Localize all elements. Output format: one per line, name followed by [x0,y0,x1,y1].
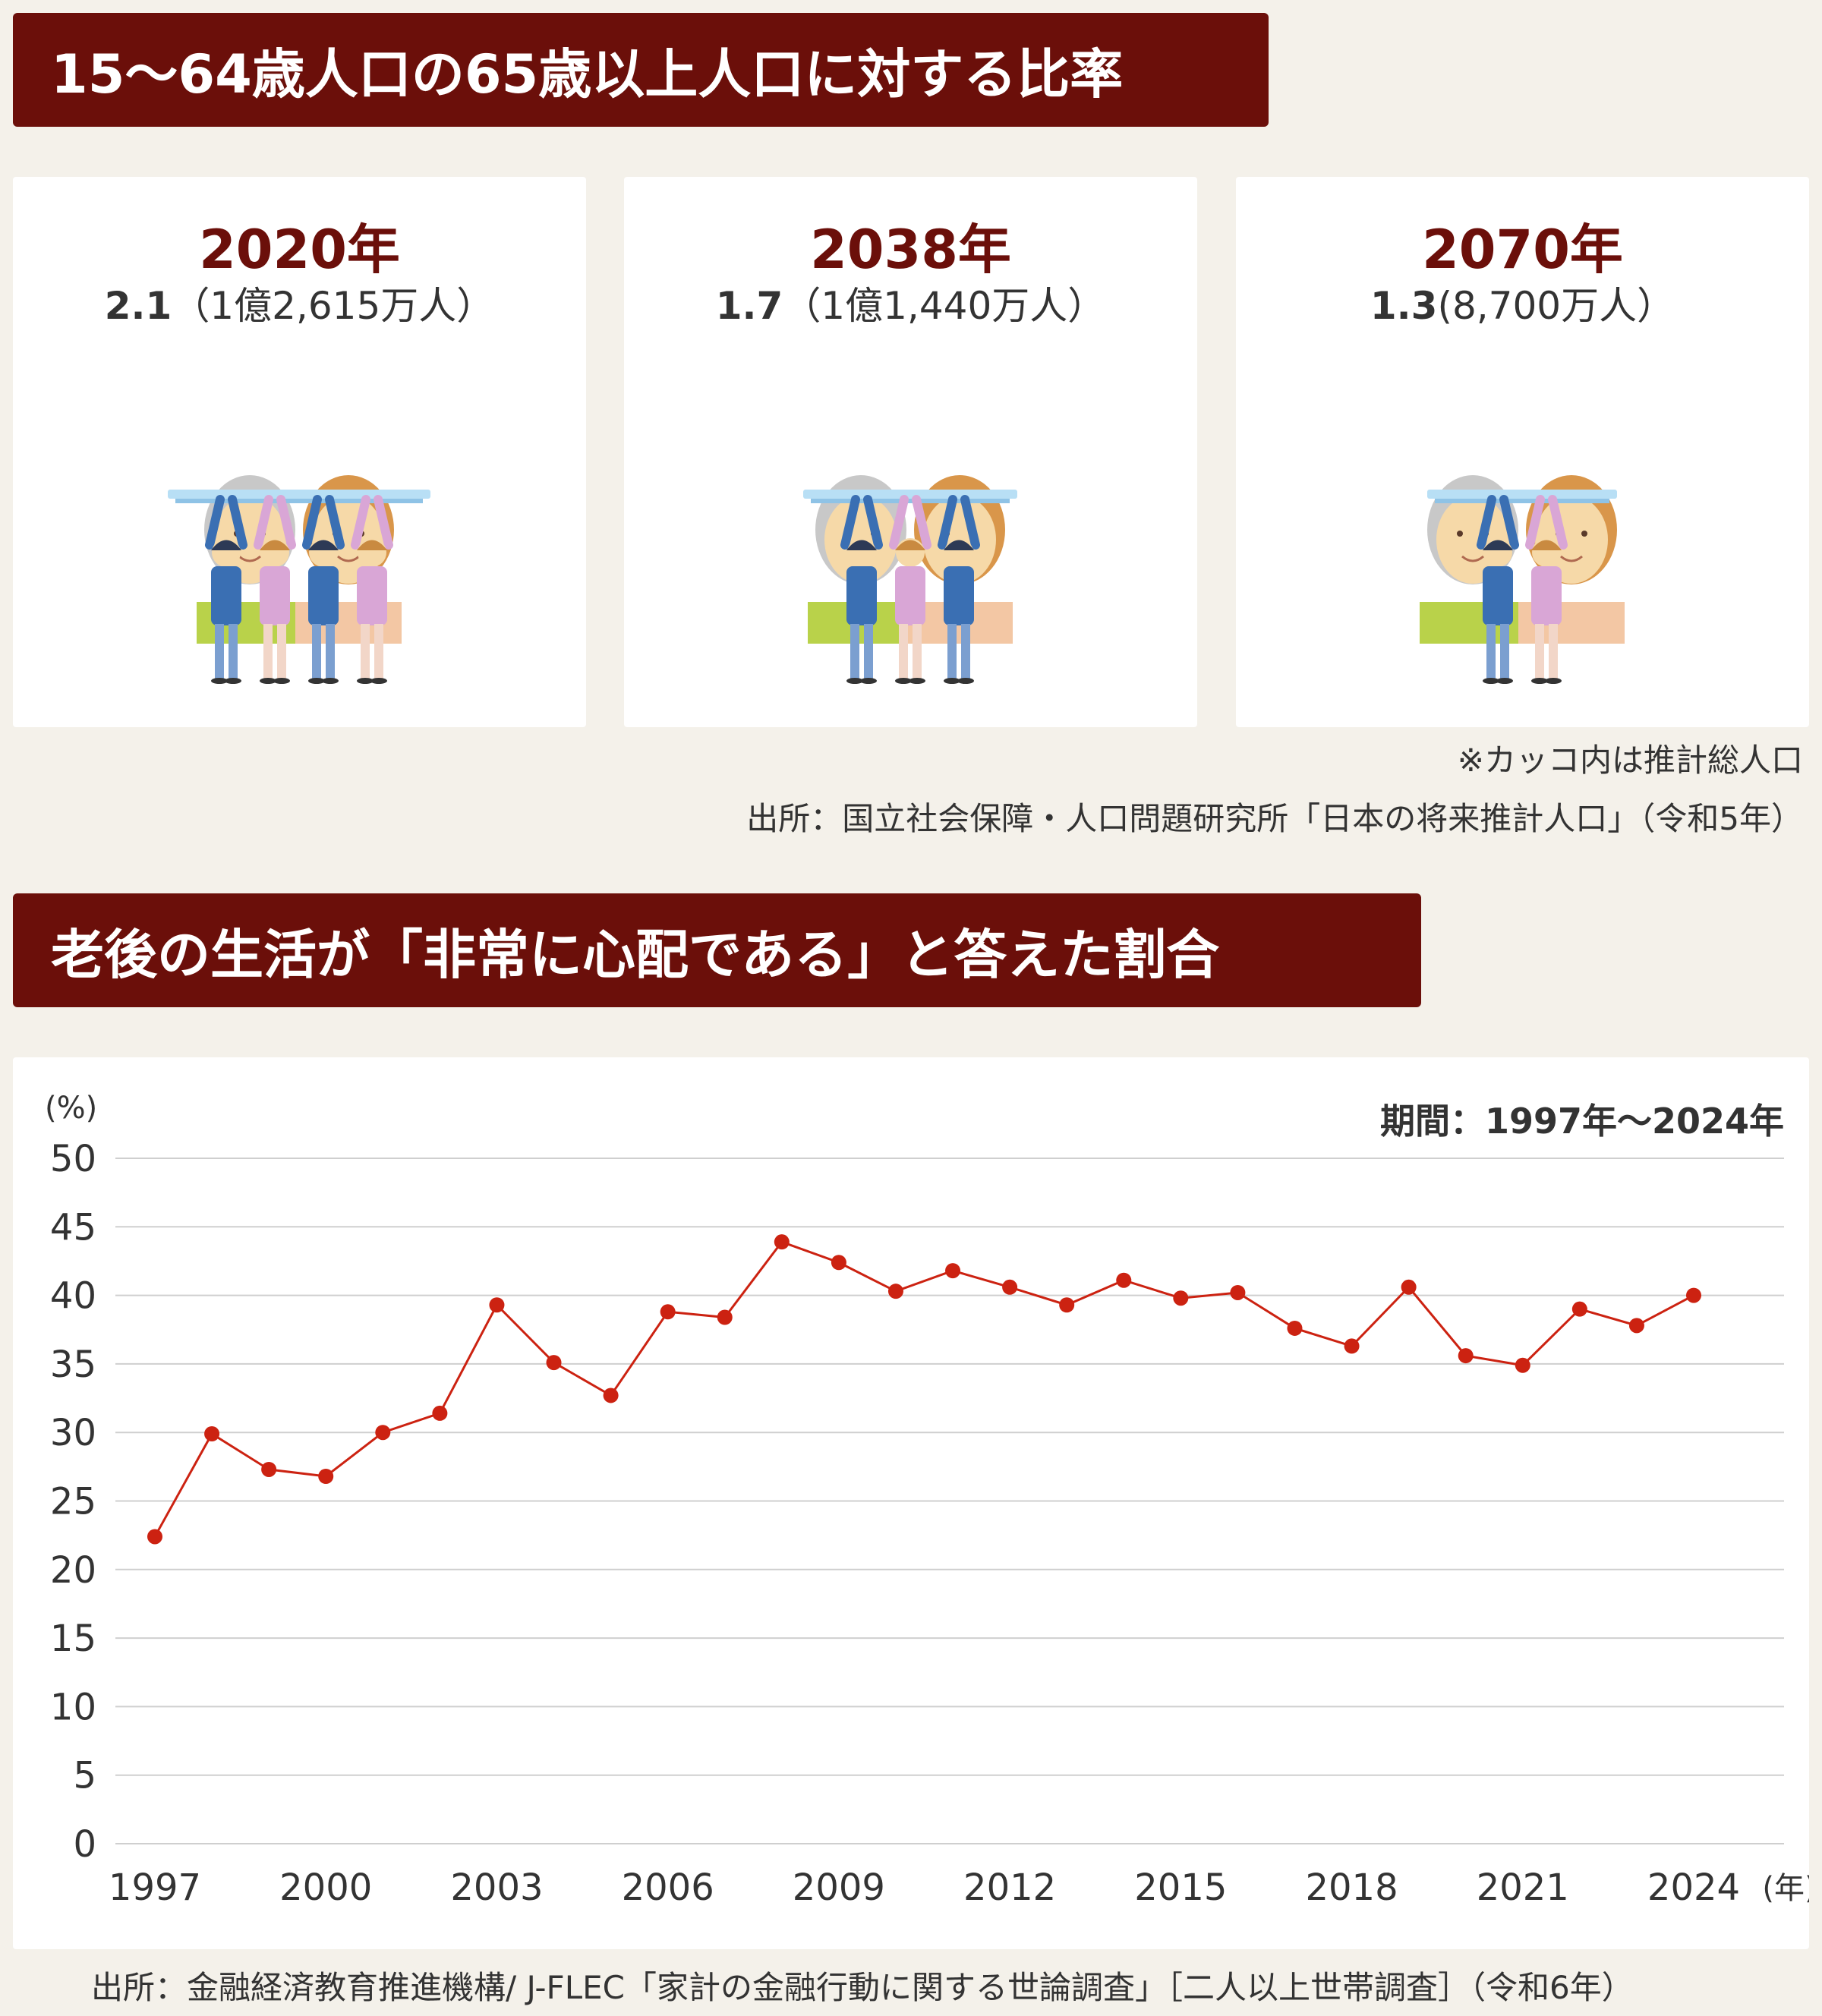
section1-source: 出所：国立社会保障・人口問題研究所「日本の将来推計人口」（令和5年） [746,800,1803,837]
data-point [660,1304,676,1320]
data-point [603,1388,619,1403]
x-tick-label: 2006 [622,1866,714,1909]
card-population: （1億2,615万人） [172,284,495,328]
ratio-card-2070: 2070年 1.3(8,700万人） [1236,177,1809,727]
data-point [1059,1297,1075,1313]
x-tick-label: 2009 [793,1866,885,1909]
data-point [375,1425,391,1441]
data-point [774,1234,790,1250]
x-tick-label: 2012 [963,1866,1056,1909]
x-tick-label: 2024 [1647,1866,1740,1909]
card-ratio-line: 2.1（1億2,615万人） [13,276,586,330]
data-point [1344,1338,1360,1354]
line-chart-panel: 0 5 10 15 20 25 30 35 40 45 50 (%) 期間：1997年〜2024年 199… [13,1057,1809,1949]
card-ratio: 1.3 [1370,284,1438,328]
section1-title: 15〜64歳人口の65歳以上人口に対する比率 [51,43,1124,106]
section2-title: 老後の生活が「非常に心配である」と答えた割合 [51,923,1220,986]
card-year: 2020年 [199,219,400,281]
data-point [489,1297,505,1313]
data-point [1401,1279,1417,1295]
series-line [153,1240,1694,1538]
x-tick-label: 2003 [450,1866,543,1909]
y-tick-label: 30 [50,1412,96,1454]
data-point [1628,1318,1644,1334]
section1-title-banner: 15〜64歳人口の65歳以上人口に対する比率 [13,13,1269,127]
y-tick-label: 5 [73,1755,96,1797]
y-tick-label: 50 [50,1138,96,1180]
x-tick-label: 2021 [1477,1866,1569,1909]
population-note: ※カッコ内は推計総人口 [1457,742,1803,779]
data-point [1571,1301,1587,1317]
data-point [831,1255,846,1271]
x-tick-label: 1997 [109,1866,201,1909]
y-tick-label: 10 [50,1686,96,1728]
data-point [945,1263,961,1279]
card-year: 2070年 [1422,219,1623,281]
elderly-support-illustration [168,475,430,684]
section2-title-banner: 老後の生活が「非常に心配である」と答えた割合 [13,893,1421,1007]
data-point [261,1461,277,1477]
card-ratio-line: 1.7（1億1,440万人） [624,276,1197,330]
card-ratio: 1.7 [715,284,783,328]
y-tick-label: 45 [50,1206,96,1249]
data-point [1686,1287,1701,1303]
x-tick-label: 2000 [279,1866,372,1909]
data-point [1515,1357,1530,1373]
data-point [1458,1348,1474,1364]
data-point [204,1426,220,1442]
ratio-card-2038: 2038年 1.7（1億1,440万人） [624,177,1197,727]
section2-source: 出所：金融経済教育推進機構/ J-FLEC「家計の金融行動に関する世論調査」［二… [91,1969,1634,2006]
y-tick-label: 25 [50,1481,96,1523]
card-population: （1億1,440万人） [783,284,1106,328]
data-point [1116,1272,1132,1288]
data-point [432,1405,448,1421]
data-point [1287,1320,1303,1336]
y-tick-label: 40 [50,1275,96,1318]
y-tick-label: 35 [50,1343,96,1386]
elderly-support-illustration [1420,475,1625,684]
y-tick-label: 0 [73,1823,96,1866]
x-tick-label: 2018 [1305,1866,1398,1909]
data-point [318,1468,334,1484]
x-axis-unit: (年) [1762,1871,1809,1906]
period-label: 期間：1997年〜2024年 [1380,1101,1784,1142]
data-point [887,1284,903,1299]
data-point [546,1355,562,1371]
y-axis-unit: (%) [45,1091,97,1126]
line-chart: 0 5 10 15 20 25 30 35 40 45 50 (%) 期間：1997年〜2024年 199… [45,1091,1809,1909]
y-tick-label: 15 [50,1618,96,1660]
card-year: 2038年 [810,219,1011,281]
ratio-card-2020: 2020年 2.1（1億2,615万人） [13,177,586,727]
card-ratio-line: 1.3(8,700万人） [1236,276,1809,330]
data-point [717,1309,733,1325]
elderly-support-illustration [803,475,1017,684]
data-point [147,1529,162,1545]
card-population: (8,700万人） [1437,284,1675,328]
data-point [1173,1290,1189,1306]
x-tick-label: 2015 [1134,1866,1227,1909]
card-ratio: 2.1 [104,284,172,328]
data-point [1230,1284,1246,1300]
y-tick-label: 20 [50,1549,96,1592]
data-point [1002,1279,1018,1295]
